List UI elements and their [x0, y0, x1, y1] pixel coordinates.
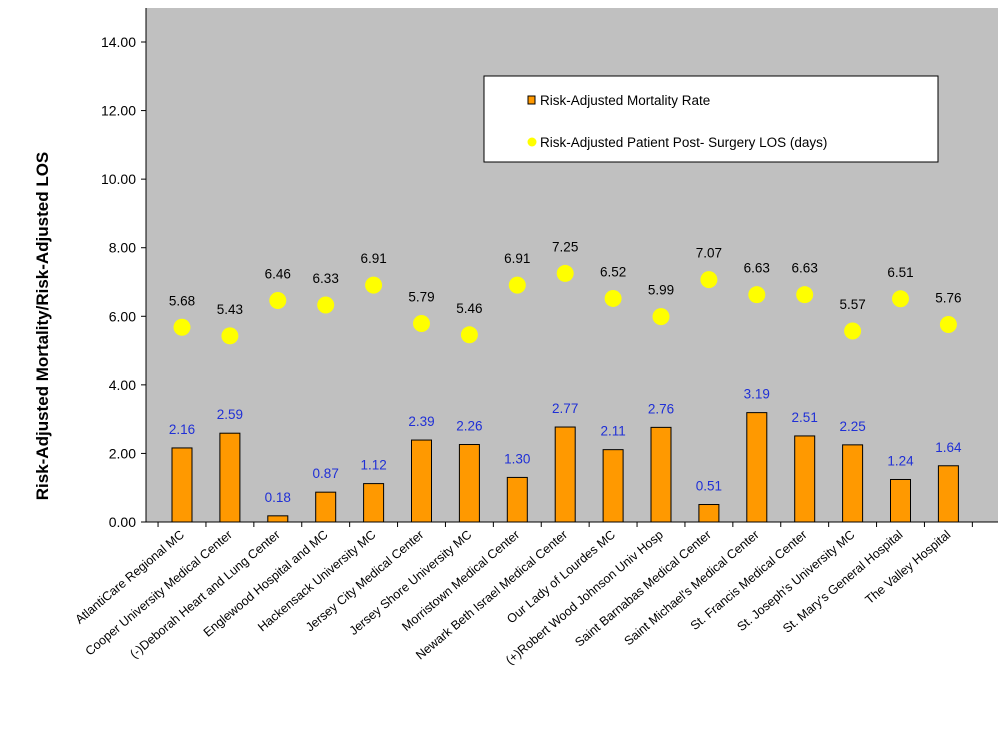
los-point-label: 6.46 — [265, 267, 291, 282]
los-point — [556, 264, 574, 282]
mortality-bar-label: 3.19 — [744, 387, 770, 402]
los-point-label: 5.79 — [408, 289, 434, 304]
los-point — [365, 276, 383, 294]
y-tick-label: 8.00 — [109, 240, 136, 256]
los-point-label: 5.46 — [456, 301, 482, 316]
los-point — [652, 308, 670, 326]
legend-bar-swatch — [527, 95, 536, 105]
mortality-bar-label: 2.11 — [600, 424, 625, 439]
mortality-bar — [842, 444, 864, 523]
los-point — [413, 314, 430, 332]
los-point-label: 6.91 — [504, 251, 530, 266]
los-point — [508, 276, 526, 294]
los-point-label: 6.51 — [887, 265, 913, 280]
los-point — [796, 286, 814, 304]
los-point — [317, 296, 335, 314]
los-point — [460, 326, 478, 344]
y-tick-label: 12.00 — [101, 103, 136, 119]
mortality-bar — [746, 412, 768, 523]
mortality-bar-label: 0.51 — [696, 479, 722, 494]
mortality-bar-label: 2.51 — [792, 410, 818, 425]
mortality-bar-label: 1.24 — [887, 453, 914, 468]
los-point-label: 5.68 — [169, 293, 195, 308]
los-point — [892, 290, 909, 308]
los-point — [939, 316, 957, 334]
los-point-label: 6.63 — [792, 261, 818, 276]
los-point-label: 6.63 — [744, 261, 770, 276]
mortality-bar-label: 2.25 — [839, 419, 865, 434]
los-point-label: 5.76 — [935, 291, 961, 306]
los-point-label: 5.57 — [839, 297, 865, 312]
los-point-label: 6.91 — [360, 251, 386, 266]
mortality-bar — [650, 426, 672, 523]
mortality-bar — [794, 435, 816, 523]
mortality-bar — [698, 504, 720, 523]
mortality-bar-label: 2.26 — [456, 419, 482, 434]
y-tick-label: 4.00 — [109, 377, 136, 393]
los-point — [844, 322, 862, 340]
mortality-bar-label: 0.18 — [265, 490, 291, 505]
y-tick-label: 14.00 — [101, 34, 136, 50]
mortality-bar-label: 2.59 — [217, 407, 243, 422]
legend-dot-label: Risk-Adjusted Patient Post- Surgery LOS … — [540, 135, 827, 150]
los-point — [173, 318, 191, 336]
los-point-label: 7.25 — [552, 239, 578, 254]
legend-box — [483, 75, 939, 163]
mortality-bar — [554, 426, 576, 523]
y-tick-label: 0.00 — [109, 514, 136, 530]
y-tick-label: 10.00 — [101, 171, 136, 187]
mortality-bar-label: 1.64 — [935, 440, 962, 455]
los-point — [221, 327, 239, 345]
mortality-bar — [315, 491, 337, 523]
los-point-label: 5.99 — [648, 283, 674, 298]
mortality-bar — [171, 447, 193, 523]
legend: Risk-Adjusted Mortality Rate Risk-Adjust… — [483, 75, 939, 163]
mortality-bar-label: 2.16 — [169, 422, 195, 437]
mortality-bar-label: 0.87 — [313, 466, 339, 481]
mortality-bar-label: 1.12 — [360, 458, 386, 473]
y-tick-label: 2.00 — [109, 445, 136, 461]
los-point-label: 6.52 — [600, 264, 626, 279]
los-point — [269, 292, 287, 310]
mortality-bar — [937, 465, 959, 523]
y-axis-label: Risk-Adjusted Mortality/Risk-Adjusted LO… — [33, 152, 52, 501]
los-point — [748, 286, 766, 304]
mortality-bar-label: 2.76 — [648, 401, 674, 416]
category-label: The Valley Hospital — [863, 528, 954, 607]
mortality-bar — [458, 444, 480, 523]
los-point-label: 6.33 — [313, 271, 339, 286]
los-point — [700, 271, 718, 289]
mortality-bar-label: 2.77 — [552, 401, 578, 416]
y-tick-label: 6.00 — [109, 308, 136, 324]
mortality-bar — [363, 483, 385, 523]
mortality-bar-label: 2.39 — [408, 414, 434, 429]
los-point-label: 5.43 — [217, 302, 243, 317]
los-point-label: 7.07 — [696, 246, 722, 261]
los-point — [604, 289, 622, 307]
mortality-bar-label: 1.30 — [504, 451, 530, 466]
mortality-bar — [602, 449, 624, 523]
legend-dot-swatch — [527, 137, 537, 147]
mortality-bar — [506, 476, 528, 523]
mortality-bar — [219, 432, 241, 523]
mortality-bar — [267, 515, 289, 523]
mortality-bar — [890, 478, 911, 523]
mortality-bar — [411, 439, 432, 523]
legend-bar-label: Risk-Adjusted Mortality Rate — [540, 93, 710, 108]
